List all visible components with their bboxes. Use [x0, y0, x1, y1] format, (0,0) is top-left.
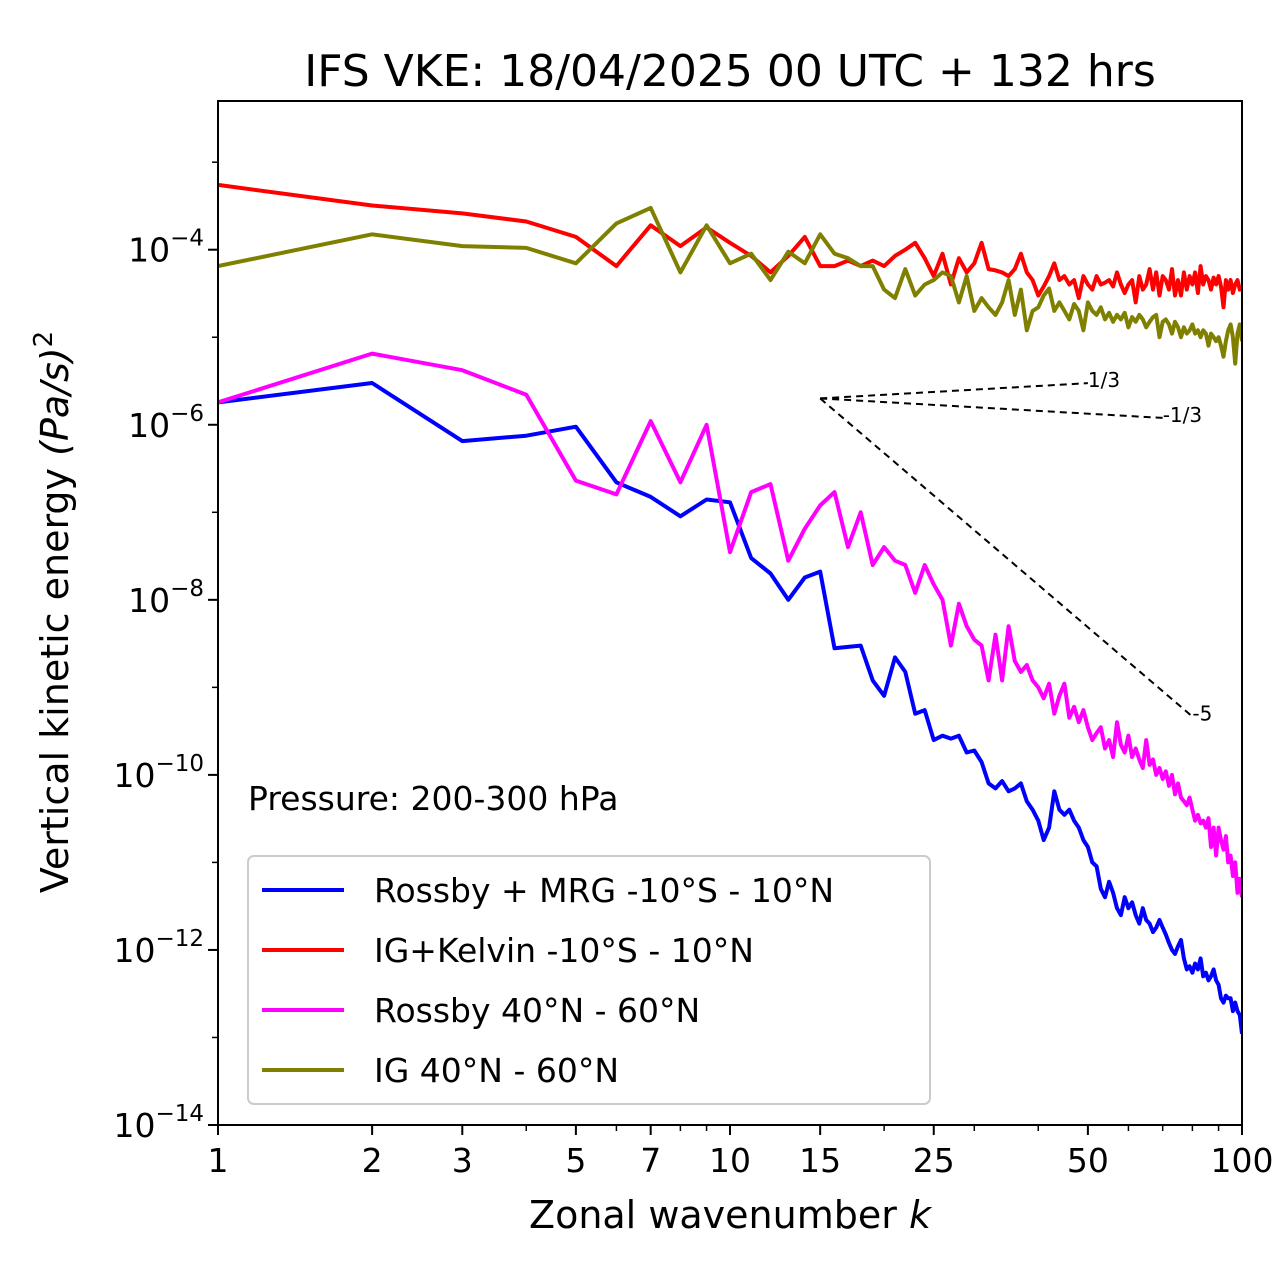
x-tick-label: 15 — [799, 1141, 841, 1180]
x-tick-label: 25 — [913, 1141, 955, 1180]
x-axis-label: Zonal wavenumber k — [529, 1193, 933, 1237]
y-tick-label: 10−8 — [128, 576, 204, 620]
reference-line-3 — [819, 397, 1194, 718]
legend-label: Rossby + MRG -10°S - 10°N — [374, 871, 834, 910]
reference-line-2 — [820, 397, 1163, 419]
y-axis-label: Vertical kinetic energy (Pa/s)2 — [29, 331, 77, 893]
reference-slope-lines: 1/3 -1/3 -5 — [819, 368, 1212, 726]
x-tick-label: 100 — [1211, 1141, 1274, 1180]
x-tick-label: 7 — [640, 1141, 661, 1180]
legend-box — [247, 855, 931, 1105]
series-line-3 — [218, 351, 1242, 898]
x-tick-label: 10 — [709, 1141, 751, 1180]
legend-items: Rossby + MRG -10°S - 10°N IG+Kelvin -10°S… — [262, 871, 834, 1090]
y-tick-label: 10−10 — [113, 751, 204, 795]
plot-frame — [217, 100, 1243, 1126]
x-tick-label: 5 — [565, 1141, 586, 1180]
reference-line-label: -1/3 — [1163, 403, 1202, 427]
series-line-1 — [218, 381, 1242, 1035]
legend-label: IG+Kelvin -10°S - 10°N — [374, 931, 754, 970]
chart-title: IFS VKE: 18/04/2025 00 UTC + 132 hrs — [304, 46, 1156, 97]
series-layer — [218, 182, 1242, 1035]
legend-label: Rossby 40°N - 60°N — [374, 991, 700, 1030]
y-tick-label: 10−4 — [128, 226, 204, 270]
x-tick-label: 50 — [1067, 1141, 1109, 1180]
x-tick-label: 2 — [362, 1141, 383, 1180]
series-line-4 — [218, 205, 1242, 366]
x-tick-label: 1 — [208, 1141, 229, 1180]
y-tick-label: 10−6 — [128, 401, 204, 445]
reference-line-label: -5 — [1192, 702, 1212, 726]
pressure-annotation: Pressure: 200-300 hPa — [248, 779, 618, 818]
y-tick-label: 10−12 — [113, 926, 204, 970]
x-axis-ticks: 1 2 3 5 7 10 15 25 50 100 — [208, 1125, 1274, 1180]
reference-line-1 — [820, 382, 1088, 400]
reference-line-label: 1/3 — [1088, 368, 1120, 392]
legend-label: IG 40°N - 60°N — [374, 1051, 619, 1090]
x-tick-label: 3 — [452, 1141, 473, 1180]
y-tick-label: 10−14 — [113, 1101, 204, 1145]
legend: Rossby + MRG -10°S - 10°N IG+Kelvin -10°S… — [247, 855, 931, 1105]
y-axis-ticks: 10−14 10−12 10−10 10−8 10−6 10−4 — [113, 226, 218, 1145]
